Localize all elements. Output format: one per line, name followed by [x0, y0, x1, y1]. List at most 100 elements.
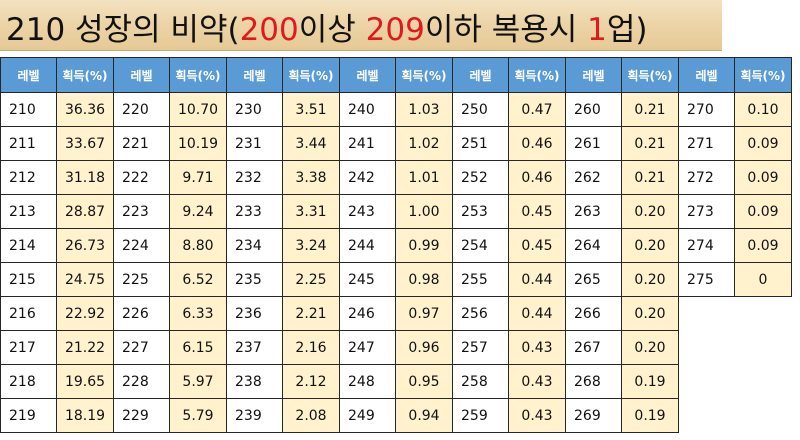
level-cell: 257 — [452, 330, 509, 365]
level-cell: 266 — [565, 296, 622, 331]
level-cell: 237 — [226, 330, 283, 365]
rate-cell: 0.99 — [395, 228, 453, 263]
level-cell: 255 — [452, 262, 509, 297]
rate-cell: 0.44 — [508, 262, 566, 297]
level-cell: 236 — [226, 296, 283, 331]
level-cell: 264 — [565, 228, 622, 263]
table-row: 213 28.87 223 9.24 233 3.31 243 1.00 253 0.45 263 0… — [0, 194, 792, 229]
rate-cell: 22.92 — [56, 296, 114, 331]
level-cell: 230 — [226, 92, 283, 127]
rate-cell: 0.46 — [508, 126, 566, 161]
level-column-header: 레벨 — [0, 57, 57, 93]
level-cell: 245 — [339, 262, 396, 297]
rate-cell: 0.20 — [621, 330, 679, 365]
level-cell: 234 — [226, 228, 283, 263]
rate-cell: 0.97 — [395, 296, 453, 331]
rate-cell: 0.47 — [508, 92, 566, 127]
rate-cell: 10.70 — [169, 92, 227, 127]
rate-column-header: 획득(%) — [508, 57, 566, 93]
title-part-highlight: 1 — [587, 12, 607, 48]
level-cell: 272 — [678, 160, 735, 195]
level-cell: 228 — [113, 364, 170, 399]
rate-cell: 0.45 — [508, 228, 566, 263]
rate-cell: 6.33 — [169, 296, 227, 331]
empty-cell — [678, 296, 792, 331]
rate-cell: 0.21 — [621, 92, 679, 127]
rate-column-header: 획득(%) — [169, 57, 227, 93]
level-cell: 213 — [0, 194, 57, 229]
rate-column-header: 획득(%) — [734, 57, 792, 93]
rate-cell: 0.20 — [621, 194, 679, 229]
level-cell: 248 — [339, 364, 396, 399]
table-row: 211 33.67 221 10.19 231 3.44 241 1.02 251 0.46 261… — [0, 126, 792, 161]
level-cell: 243 — [339, 194, 396, 229]
rate-cell: 0.19 — [621, 398, 679, 433]
level-cell: 249 — [339, 398, 396, 433]
page-title: 210 성장의 비약(200이상 209이하 복용시 1업) — [6, 4, 648, 49]
level-cell: 210 — [0, 92, 57, 127]
rate-cell: 0.21 — [621, 126, 679, 161]
level-cell: 274 — [678, 228, 735, 263]
rate-cell: 2.12 — [282, 364, 340, 399]
level-cell: 254 — [452, 228, 509, 263]
level-cell: 242 — [339, 160, 396, 195]
level-column-header: 레벨 — [113, 57, 170, 93]
rate-cell: 2.21 — [282, 296, 340, 331]
rate-cell: 6.15 — [169, 330, 227, 365]
level-cell: 251 — [452, 126, 509, 161]
table-row: 210 36.36 220 10.70 230 3.51 240 1.03 250 0.47 260… — [0, 92, 792, 127]
level-cell: 225 — [113, 262, 170, 297]
rate-cell: 0.43 — [508, 364, 566, 399]
title-part-highlight: 200 — [239, 12, 299, 48]
level-cell: 239 — [226, 398, 283, 433]
rate-cell: 0.21 — [621, 160, 679, 195]
rate-cell: 0.20 — [621, 228, 679, 263]
title-part: 업) — [606, 12, 648, 48]
exp-rate-table: 레벨 획득(%) 레벨 획득(%) 레벨 획득(%) 레벨 획득(%) 레벨 획득(%) 레벨 획득(… — [0, 57, 792, 433]
level-cell: 240 — [339, 92, 396, 127]
level-cell: 241 — [339, 126, 396, 161]
rate-cell: 0.09 — [734, 228, 792, 263]
level-cell: 244 — [339, 228, 396, 263]
level-cell: 263 — [565, 194, 622, 229]
level-cell: 226 — [113, 296, 170, 331]
rate-cell: 0.20 — [621, 296, 679, 331]
rate-cell: 26.73 — [56, 228, 114, 263]
rate-cell: 0.45 — [508, 194, 566, 229]
table-row: 219 18.19 229 5.79 239 2.08 249 0.94 259 0.43 269 0… — [0, 398, 792, 433]
level-cell: 270 — [678, 92, 735, 127]
level-cell: 260 — [565, 92, 622, 127]
rate-cell: 0.09 — [734, 194, 792, 229]
empty-cell — [678, 330, 792, 365]
header-row: 레벨 획득(%) 레벨 획득(%) 레벨 획득(%) 레벨 획득(%) 레벨 획득(%) 레벨 획득(… — [0, 57, 792, 93]
table-row: 215 24.75 225 6.52 235 2.25 245 0.98 255 0.44 265 0… — [0, 262, 792, 297]
level-cell: 256 — [452, 296, 509, 331]
level-cell: 259 — [452, 398, 509, 433]
level-column-header: 레벨 — [678, 57, 735, 93]
level-cell: 265 — [565, 262, 622, 297]
rate-column-header: 획득(%) — [621, 57, 679, 93]
level-cell: 220 — [113, 92, 170, 127]
table-row: 218 19.65 228 5.97 238 2.12 248 0.95 258 0.43 268 0… — [0, 364, 792, 399]
level-cell: 233 — [226, 194, 283, 229]
level-column-header: 레벨 — [565, 57, 622, 93]
rate-cell: 2.08 — [282, 398, 340, 433]
rate-cell: 1.02 — [395, 126, 453, 161]
rate-cell: 0.19 — [621, 364, 679, 399]
title-part: 이상 — [298, 12, 366, 48]
rate-cell: 24.75 — [56, 262, 114, 297]
level-cell: 235 — [226, 262, 283, 297]
table-row: 217 21.22 227 6.15 237 2.16 247 0.96 257 0.43 267 0… — [0, 330, 792, 365]
rate-cell: 2.16 — [282, 330, 340, 365]
level-cell: 214 — [0, 228, 57, 263]
rate-cell: 0.94 — [395, 398, 453, 433]
level-cell: 258 — [452, 364, 509, 399]
level-cell: 215 — [0, 262, 57, 297]
level-cell: 246 — [339, 296, 396, 331]
level-cell: 247 — [339, 330, 396, 365]
rate-column-header: 획득(%) — [282, 57, 340, 93]
rate-cell: 6.52 — [169, 262, 227, 297]
level-cell: 231 — [226, 126, 283, 161]
level-cell: 273 — [678, 194, 735, 229]
level-column-header: 레벨 — [226, 57, 283, 93]
